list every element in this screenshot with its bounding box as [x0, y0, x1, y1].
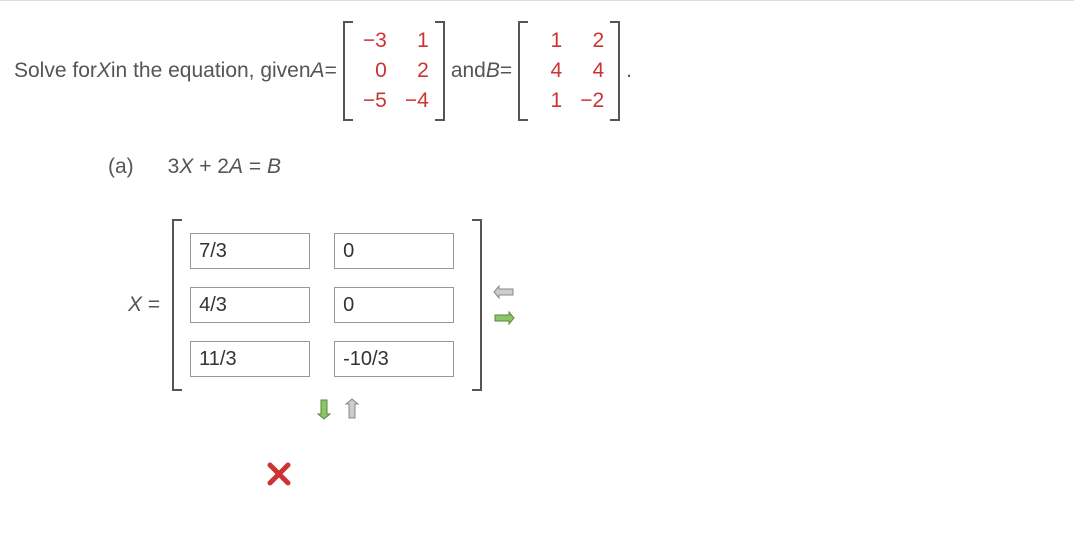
matrix-b-cell: 1 [534, 29, 562, 53]
part-a-equation: 3X + 2A = B [168, 155, 281, 179]
matrix-a-cell: 2 [401, 59, 429, 83]
arrow-down-icon [316, 398, 332, 420]
matrix-a-cell: −5 [359, 89, 387, 113]
eq-plus: + 2 [193, 155, 229, 178]
matrix-a-cell: −4 [401, 89, 429, 113]
part-a: (a) 3X + 2A = B X = [108, 155, 1060, 493]
problem-mid2: and [451, 59, 486, 83]
matrix-b-body: 1 2 4 4 1 −2 [528, 21, 610, 121]
answer-grid [182, 219, 472, 391]
matrix-bracket-right [435, 21, 445, 121]
eq-coef-x: 3 [168, 155, 180, 178]
problem-statement: Solve for X in the equation, given A = −… [14, 21, 1060, 121]
problem-eq1: = [325, 59, 337, 83]
matrix-input-1-1[interactable] [334, 287, 454, 323]
matrix-input-2-0[interactable] [190, 341, 310, 377]
matrix-input-2-1[interactable] [334, 341, 454, 377]
matrix-a-cell: 1 [401, 29, 429, 53]
x-mark-icon [266, 461, 292, 487]
row-controls [168, 397, 508, 421]
problem-prefix: Solve for [14, 59, 97, 83]
remove-row-button[interactable] [340, 397, 364, 421]
matrix-a-body: −3 1 0 2 −5 −4 [353, 21, 435, 121]
answer-equals: = [142, 293, 160, 316]
matrix-b-cell: 2 [576, 29, 604, 53]
x-equals: X = [128, 293, 160, 317]
eq-var-a: A [229, 155, 243, 178]
add-column-button[interactable] [492, 306, 516, 330]
matrix-input-0-1[interactable] [334, 233, 454, 269]
matrix-b-cell: 4 [576, 59, 604, 83]
matrix-bracket-left [343, 21, 353, 121]
matrix-b-cell: 4 [534, 59, 562, 83]
matrix-input-0-0[interactable] [190, 233, 310, 269]
arrow-up-icon [344, 398, 360, 420]
matrix-a-cell: −3 [359, 29, 387, 53]
matrix-b-cell: 1 [534, 89, 562, 113]
var-x: X [97, 59, 111, 83]
content: Solve for X in the equation, given A = −… [0, 1, 1074, 513]
column-controls [492, 280, 516, 330]
var-a: A [311, 59, 325, 83]
problem-mid1: in the equation, given [111, 59, 311, 83]
eq-var-b: B [267, 155, 281, 178]
eq-equals: = [243, 155, 267, 178]
answer-matrix [172, 219, 482, 391]
var-b: B [486, 59, 500, 83]
matrix-b: 1 2 4 4 1 −2 [518, 21, 620, 121]
problem-period: . [626, 59, 632, 83]
matrix-bracket-left [172, 219, 182, 391]
matrix-bracket-left [518, 21, 528, 121]
add-row-button[interactable] [312, 397, 336, 421]
answer-area: X = [108, 219, 1060, 391]
matrix-a-cell: 0 [359, 59, 387, 83]
matrix-bracket-right [610, 21, 620, 121]
incorrect-feedback [266, 461, 1060, 493]
part-a-header: (a) 3X + 2A = B [108, 155, 1060, 179]
remove-column-button[interactable] [492, 280, 516, 304]
problem-eq2: = [500, 59, 512, 83]
arrow-right-icon [493, 310, 515, 326]
matrix-a: −3 1 0 2 −5 −4 [343, 21, 445, 121]
matrix-input-1-0[interactable] [190, 287, 310, 323]
arrow-left-icon [493, 284, 515, 300]
matrix-b-cell: −2 [576, 89, 604, 113]
part-a-label: (a) [108, 155, 134, 179]
eq-var-x: X [179, 155, 193, 178]
matrix-bracket-right [472, 219, 482, 391]
answer-x: X [128, 293, 142, 316]
